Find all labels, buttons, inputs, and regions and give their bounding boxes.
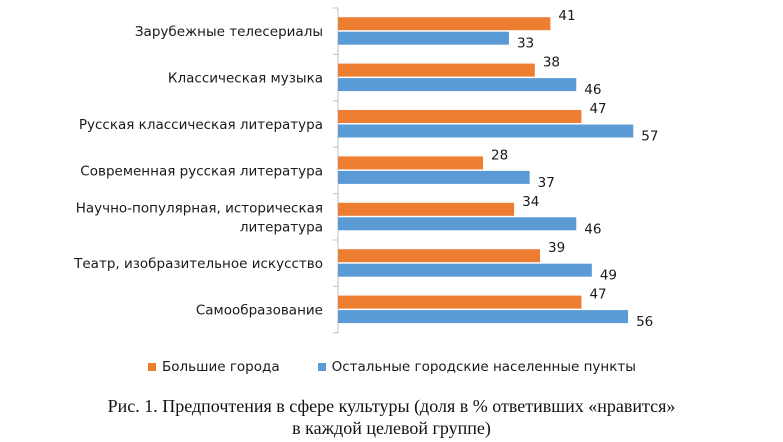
data-label-theatre-fine-arts-big-cities: 39 xyxy=(548,240,565,256)
category-label-russian-classic-literature: Русская классическая литература xyxy=(79,117,323,133)
bar-theatre-fine-arts-other-settlements xyxy=(338,263,592,277)
category-label-self-education: Самообразование xyxy=(196,303,323,319)
bar-self-education-other-settlements xyxy=(338,310,629,324)
data-label-theatre-fine-arts-other-settlements: 49 xyxy=(600,268,617,284)
legend-label-big-cities: Большие города xyxy=(162,359,280,375)
bar-self-education-big-cities xyxy=(338,295,582,309)
data-label-popular-science-literature-big-cities: 34 xyxy=(522,194,539,210)
data-label-modern-russian-literature-big-cities: 28 xyxy=(491,147,508,163)
category-label-modern-russian-literature: Современная русская литература xyxy=(80,163,323,179)
category-label-popular-science-literature: Научно-популярная, историческая литератур… xyxy=(76,200,323,235)
legend-item-big-cities: Большие города xyxy=(148,359,280,375)
bar-foreign-tv-series-big-cities xyxy=(338,17,551,31)
category-label-line: Классическая музыка xyxy=(168,71,323,87)
bar-modern-russian-literature-big-cities xyxy=(338,156,484,170)
labels-group: Зарубежные телесериалы 41 33 Классическая м… xyxy=(73,8,658,330)
legend-swatch-orange xyxy=(148,363,156,371)
data-label-foreign-tv-series-other-settlements: 33 xyxy=(517,36,534,52)
figure-caption-line-1: Рис. 1. Предпочтения в сфере культуры (д… xyxy=(107,396,676,416)
category-label-line: Русская классическая литература xyxy=(79,117,323,133)
category-label-theatre-fine-arts: Театр, изобразительное искусство xyxy=(73,256,323,272)
legend-item-other-settlements: Остальные городские населенные пункты xyxy=(317,359,636,375)
bar-popular-science-literature-big-cities xyxy=(338,202,515,216)
category-label-line: Научно-популярная, историческая xyxy=(76,200,323,216)
category-label-classical-music: Классическая музыка xyxy=(168,71,323,87)
legend: Большие города Остальные городские насел… xyxy=(148,359,674,375)
bars-group xyxy=(338,17,634,324)
category-label-line: Зарубежные телесериалы xyxy=(135,24,323,40)
data-label-self-education-big-cities: 47 xyxy=(589,287,606,303)
category-label-line: Самообразование xyxy=(196,303,323,319)
legend-swatch-blue xyxy=(317,363,326,371)
category-label-line: литература xyxy=(240,219,323,235)
data-label-popular-science-literature-other-settlements: 46 xyxy=(584,221,601,237)
bar-classical-music-big-cities xyxy=(338,63,535,77)
data-label-russian-classic-literature-other-settlements: 57 xyxy=(641,129,658,145)
data-label-classical-music-big-cities: 38 xyxy=(543,55,560,71)
bar-popular-science-literature-other-settlements xyxy=(338,217,577,231)
bar-classical-music-other-settlements xyxy=(338,78,577,92)
data-label-self-education-other-settlements: 56 xyxy=(636,314,653,330)
bar-foreign-tv-series-other-settlements xyxy=(338,31,509,45)
data-label-russian-classic-literature-big-cities: 47 xyxy=(589,101,606,117)
bar-chart: Зарубежные телесериалы 41 33 Классическая м… xyxy=(73,7,658,334)
data-label-classical-music-other-settlements: 46 xyxy=(584,82,601,98)
bar-modern-russian-literature-other-settlements xyxy=(338,170,530,184)
data-label-modern-russian-literature-other-settlements: 37 xyxy=(538,175,555,191)
category-axis-ticks xyxy=(333,7,338,334)
category-label-foreign-tv-series: Зарубежные телесериалы xyxy=(135,24,323,40)
bar-russian-classic-literature-other-settlements xyxy=(338,124,634,138)
category-label-line: Современная русская литература xyxy=(80,163,323,179)
bar-russian-classic-literature-big-cities xyxy=(338,110,582,123)
bar-theatre-fine-arts-big-cities xyxy=(338,249,541,263)
legend-label-other-settlements: Остальные городские населенные пункты xyxy=(331,359,636,375)
data-label-foreign-tv-series-big-cities: 41 xyxy=(558,8,575,24)
figure-caption-line-2: в каждой целевой группе) xyxy=(292,418,491,438)
category-label-line: Театр, изобразительное искусство xyxy=(73,256,323,272)
